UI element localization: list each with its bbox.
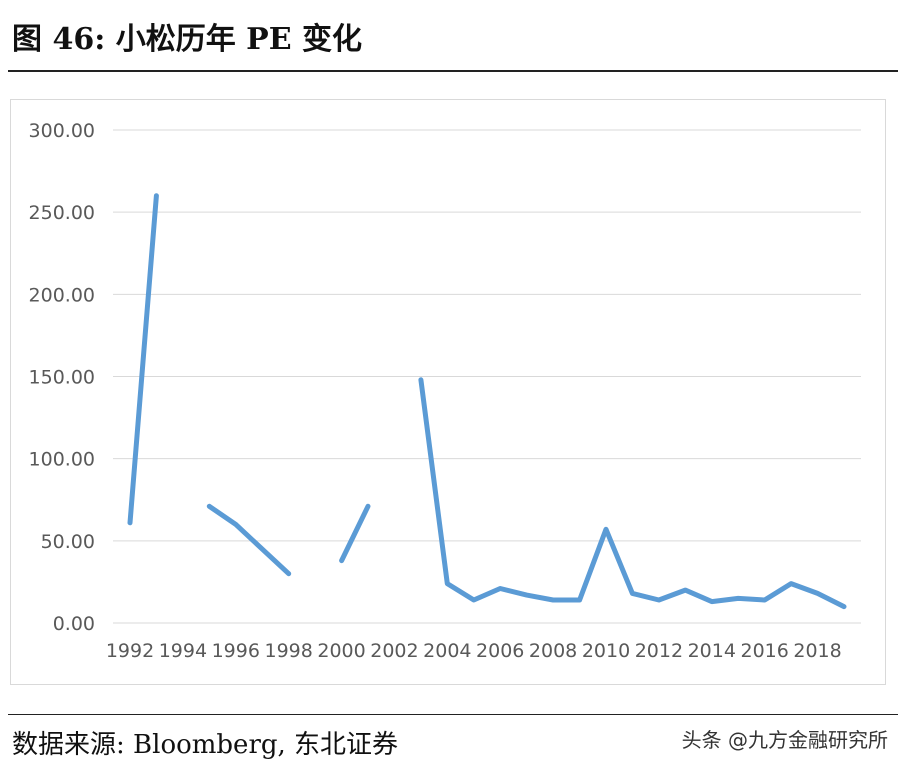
x-tick-label: 2006 — [476, 640, 524, 662]
data-point-2008 — [551, 597, 556, 602]
y-tick-label: 150.00 — [29, 367, 95, 389]
x-tick-label: 2012 — [635, 640, 683, 662]
source-rule — [8, 714, 898, 715]
x-axis-ticks: 1992 1994 1996 1998 2000 2002 2004 2006 2008 2010… — [106, 640, 842, 662]
watermark: 头条 @九方金融研究所 — [681, 728, 888, 752]
data-point-1993 — [154, 193, 159, 198]
data-point-2005 — [471, 597, 476, 602]
x-tick-label: 2004 — [423, 640, 471, 662]
figure-title: 图 46: 小松历年 PE 变化 — [12, 22, 363, 57]
pe-series — [127, 193, 847, 610]
x-tick-label: 1992 — [106, 640, 154, 662]
data-point-2011 — [630, 591, 635, 596]
data-point-2016 — [762, 597, 767, 602]
series-line-segment-1 — [206, 503, 292, 577]
data-point-2003 — [418, 377, 423, 382]
chart-frame: 0.00 50.00 100.00 150.00 200.00 250.00 300.00 … — [10, 99, 886, 685]
x-tick-label: 2016 — [740, 640, 788, 662]
data-point-2009 — [577, 597, 582, 602]
x-tick-label: 2008 — [529, 640, 577, 662]
data-point-1995 — [207, 504, 212, 509]
data-point-2019 — [842, 604, 847, 609]
x-tick-label: 2002 — [370, 640, 418, 662]
x-tick-label: 2000 — [317, 640, 365, 662]
y-tick-label: 0.00 — [53, 613, 95, 635]
data-point-1992 — [128, 520, 133, 525]
series-line-segment-2 — [339, 503, 371, 564]
x-tick-label: 2010 — [582, 640, 630, 662]
x-tick-label: 2014 — [688, 640, 736, 662]
data-point-1996 — [233, 522, 238, 527]
series-line-segment-0 — [127, 193, 159, 526]
y-tick-label: 100.00 — [29, 449, 95, 471]
x-tick-label: 1998 — [264, 640, 312, 662]
y-tick-label: 300.00 — [29, 120, 95, 142]
data-point-2006 — [498, 586, 503, 591]
y-axis-ticks: 0.00 50.00 100.00 150.00 200.00 250.00 300.00 — [29, 120, 95, 635]
data-point-2007 — [524, 593, 529, 598]
data-point-2004 — [445, 581, 450, 586]
data-point-2018 — [815, 591, 820, 596]
y-tick-label: 200.00 — [29, 284, 95, 306]
data-point-2015 — [736, 596, 741, 601]
source-note: 数据来源: Bloomberg, 东北证券 — [12, 730, 399, 760]
data-point-2017 — [789, 581, 794, 586]
data-point-2014 — [709, 599, 714, 604]
data-point-1997 — [260, 547, 265, 552]
data-point-2013 — [683, 588, 688, 593]
pe-line-chart: 0.0050.00100.00150.00200.00250.00300.00 … — [29, 120, 861, 662]
x-tick-label: 2018 — [793, 640, 841, 662]
data-point-1998 — [286, 571, 291, 576]
x-tick-label: 1996 — [212, 640, 260, 662]
data-point-2012 — [656, 597, 661, 602]
y-tick-label: 50.00 — [41, 531, 95, 553]
title-rule — [8, 70, 898, 72]
grid-lines — [113, 129, 861, 624]
y-tick-label: 250.00 — [29, 202, 95, 224]
data-point-2001 — [366, 504, 371, 509]
data-point-2010 — [604, 527, 609, 532]
data-point-2000 — [339, 558, 344, 563]
series-line-segment-3 — [418, 377, 847, 610]
x-tick-label: 1994 — [159, 640, 207, 662]
